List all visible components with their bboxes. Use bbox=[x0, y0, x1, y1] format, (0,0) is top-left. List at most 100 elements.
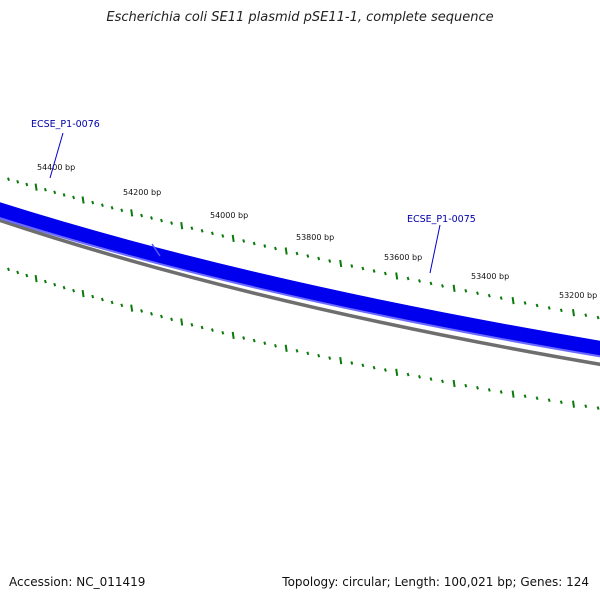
gene-strand-band bbox=[0, 202, 600, 356]
inner-tick-55 bbox=[572, 400, 575, 408]
gene-label-ecse-p1-0076[interactable]: ECSE_P1-0076 bbox=[31, 119, 100, 130]
outer-tick-6 bbox=[43, 187, 47, 192]
gene-strand-edge bbox=[0, 217, 600, 358]
inner-tick-17 bbox=[150, 311, 153, 316]
outer-tick-57 bbox=[596, 315, 600, 320]
inner-tick-57 bbox=[596, 406, 600, 410]
outer-tick-4 bbox=[25, 182, 29, 187]
inner-tick-6 bbox=[43, 279, 47, 284]
inner-tick-56 bbox=[584, 404, 588, 409]
outer-tick-53 bbox=[547, 306, 551, 310]
outer-tick-2 bbox=[7, 177, 10, 182]
inner-tick-33 bbox=[317, 353, 321, 358]
inner-tick-7 bbox=[53, 282, 57, 287]
inner-tick-41 bbox=[406, 372, 410, 377]
outer-tick-50 bbox=[511, 296, 515, 305]
map-summary: Topology: circular; Length: 100,021 bp; … bbox=[282, 575, 589, 589]
inner-tick-15 bbox=[130, 304, 134, 312]
inner-tick-42 bbox=[418, 374, 421, 379]
inner-tick-36 bbox=[350, 361, 354, 365]
gene-leader-0076 bbox=[49, 132, 64, 179]
inner-tick-10 bbox=[81, 289, 85, 298]
tick-label-53800: 53800 bp bbox=[296, 233, 334, 242]
outer-tick-5 bbox=[34, 183, 38, 191]
outer-tick-43 bbox=[429, 281, 433, 286]
outer-tick-12 bbox=[100, 203, 104, 208]
inner-tick-16 bbox=[140, 309, 144, 313]
outer-tick-34 bbox=[328, 259, 332, 263]
inner-tick-34 bbox=[328, 356, 332, 360]
inner-tick-8 bbox=[62, 285, 66, 290]
outer-tick-16 bbox=[140, 213, 144, 218]
outer-tick-25 bbox=[231, 234, 235, 243]
inner-tick-20 bbox=[180, 318, 184, 326]
inner-tick-18 bbox=[160, 314, 163, 319]
inner-tick-35 bbox=[339, 356, 343, 365]
gene-label-ecse-p1-0075[interactable]: ECSE_P1-0075 bbox=[407, 214, 476, 225]
inner-tick-39 bbox=[383, 368, 387, 372]
outer-tick-20 bbox=[180, 222, 184, 230]
outer-tick-41 bbox=[406, 276, 410, 281]
outer-tick-ring bbox=[7, 177, 600, 320]
outer-tick-19 bbox=[170, 221, 174, 225]
inner-tick-12 bbox=[100, 297, 104, 302]
inner-tick-21 bbox=[190, 322, 194, 327]
outer-tick-14 bbox=[120, 208, 124, 213]
inner-tick-24 bbox=[221, 330, 225, 335]
outer-tick-24 bbox=[221, 234, 225, 238]
tick-label-54000: 54000 bp bbox=[210, 211, 248, 220]
outer-tick-40 bbox=[395, 272, 399, 280]
backbone-outer bbox=[0, 218, 600, 367]
tick-label-54200: 54200 bp bbox=[123, 188, 161, 197]
inner-tick-44 bbox=[441, 379, 444, 384]
gene-boundary bbox=[151, 243, 161, 257]
accession-label: Accession: NC_011419 bbox=[9, 575, 146, 589]
inner-tick-23 bbox=[210, 328, 214, 332]
outer-tick-44 bbox=[441, 284, 444, 288]
inner-tick-40 bbox=[395, 368, 399, 376]
outer-tick-23 bbox=[210, 231, 214, 236]
outer-tick-45 bbox=[452, 284, 456, 292]
inner-tick-51 bbox=[523, 394, 527, 399]
outer-tick-30 bbox=[284, 247, 288, 255]
outer-tick-52 bbox=[535, 303, 539, 308]
inner-tick-9 bbox=[72, 288, 76, 293]
outer-tick-49 bbox=[499, 296, 503, 300]
outer-tick-9 bbox=[72, 195, 76, 200]
outer-tick-21 bbox=[190, 226, 194, 231]
outer-tick-7 bbox=[53, 190, 57, 195]
tick-label-53600: 53600 bp bbox=[384, 253, 422, 262]
outer-tick-48 bbox=[487, 293, 491, 298]
inner-tick-45 bbox=[452, 379, 456, 388]
tick-label-53400: 53400 bp bbox=[471, 272, 509, 281]
map-title: Escherichia coli SE11 plasmid pSE11-1, c… bbox=[106, 10, 494, 25]
outer-tick-15 bbox=[130, 209, 134, 217]
outer-tick-37 bbox=[361, 266, 365, 271]
outer-tick-29 bbox=[274, 246, 277, 251]
inner-tick-25 bbox=[231, 331, 235, 340]
outer-tick-42 bbox=[418, 279, 421, 283]
outer-tick-17 bbox=[150, 216, 153, 220]
inner-tick-29 bbox=[274, 343, 277, 348]
outer-tick-47 bbox=[476, 291, 479, 296]
inner-tick-26 bbox=[242, 336, 246, 340]
outer-tick-11 bbox=[91, 200, 95, 205]
backbone-inner bbox=[0, 223, 600, 369]
gene-leader-0075 bbox=[429, 224, 441, 274]
outer-tick-18 bbox=[160, 218, 163, 223]
inner-tick-52 bbox=[535, 396, 539, 401]
inner-tick-19 bbox=[170, 317, 174, 322]
inner-tick-53 bbox=[547, 398, 551, 403]
inner-tick-3 bbox=[16, 270, 20, 275]
inner-tick-43 bbox=[429, 377, 433, 381]
outer-tick-22 bbox=[200, 228, 204, 233]
inner-tick-30 bbox=[284, 344, 288, 352]
inner-tick-50 bbox=[511, 390, 515, 398]
outer-tick-36 bbox=[350, 264, 354, 268]
inner-tick-46 bbox=[464, 383, 468, 388]
outer-tick-33 bbox=[317, 256, 321, 261]
inner-tick-47 bbox=[476, 385, 479, 390]
outer-tick-38 bbox=[372, 269, 376, 273]
